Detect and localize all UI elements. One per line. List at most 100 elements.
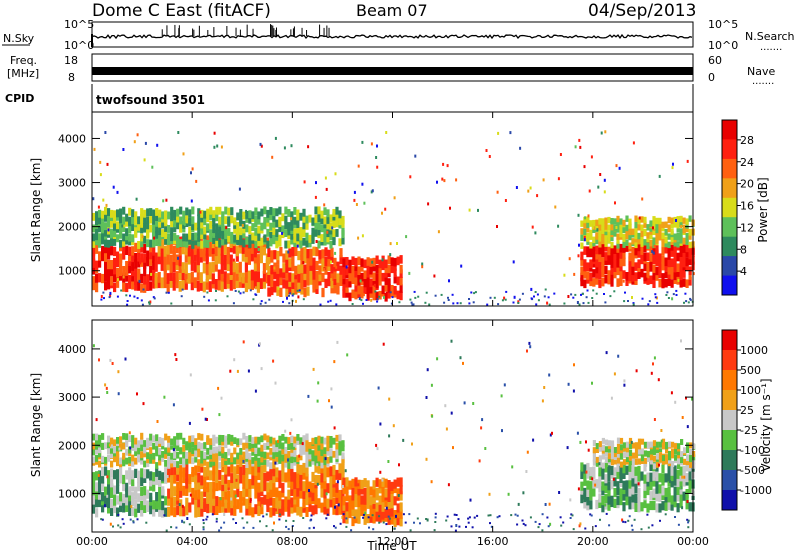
heatmap-cell [655, 272, 659, 281]
heatmap-cell [196, 280, 200, 292]
heatmap-cell [685, 249, 689, 258]
heatmap-speckle [117, 392, 120, 396]
heatmap-speckle [235, 478, 238, 482]
heatmap-cell [161, 501, 165, 511]
heatmap-speckle [544, 288, 547, 291]
heatmap-cell [299, 506, 303, 517]
heatmap-cell [342, 270, 346, 279]
heatmap-cell [604, 228, 608, 236]
heatmap-speckle [236, 369, 239, 373]
heatmap-cell [640, 453, 645, 460]
heatmap-cell [185, 233, 189, 242]
heatmap-cell [589, 229, 593, 237]
heatmap-cell [306, 264, 310, 274]
heatmap-speckle [653, 418, 656, 421]
heatmap-speckle [504, 199, 507, 202]
heatmap-cell [224, 498, 228, 509]
heatmap-cell [173, 436, 177, 443]
heatmap-cell [601, 242, 605, 251]
heatmap-cell [278, 498, 282, 509]
heatmap-cell [140, 214, 144, 222]
heatmap-cell [188, 226, 192, 235]
heatmap-cell [604, 252, 608, 261]
heatmap-cell [266, 471, 270, 482]
heatmap-cell [131, 266, 135, 277]
heatmap-cell [326, 221, 330, 230]
heatmap-speckle [252, 298, 255, 301]
heatmap-cell [321, 258, 325, 268]
heatmap-cell [266, 209, 270, 218]
heatmap-cell [182, 460, 186, 468]
heatmap-cell [332, 498, 336, 508]
heatmap-speckle [456, 302, 459, 305]
heatmap-cell [262, 277, 266, 289]
heatmap-speckle [648, 300, 651, 303]
heatmap-speckle [188, 523, 191, 526]
heatmap-speckle [659, 519, 661, 522]
heatmap-speckle [389, 242, 392, 246]
heatmap-cell [122, 224, 126, 232]
heatmap-cell [200, 433, 204, 441]
heatmap-cell [679, 279, 683, 288]
heatmap-cell [101, 221, 105, 230]
heatmap-cell [122, 238, 126, 247]
heatmap-cell [667, 233, 671, 240]
heatmap-cell [610, 259, 614, 268]
heatmap-cell [342, 477, 346, 487]
heatmap-cell [164, 210, 168, 219]
heatmap-cell [586, 262, 590, 271]
heatmap-cell [250, 243, 254, 254]
heatmap-speckle [303, 180, 306, 184]
heatmap-cell [92, 504, 96, 514]
heatmap-speckle [246, 521, 249, 524]
heatmap-cell [227, 479, 231, 490]
heatmap-speckle [258, 342, 261, 346]
colorbar-segment [722, 490, 737, 511]
heatmap-cell [140, 507, 144, 517]
heatmap-speckle [315, 240, 318, 243]
heatmap-cell [278, 470, 282, 481]
heatmap-speckle [445, 519, 448, 522]
heatmap-cell [652, 246, 656, 255]
heatmap-cell [143, 253, 147, 263]
colorbar-segment [722, 236, 737, 257]
heatmap-cell [652, 237, 656, 244]
heatmap-cell [339, 248, 343, 258]
heatmap-cell [317, 463, 321, 474]
heatmap-speckle [393, 196, 396, 200]
heatmap-cell [378, 484, 382, 494]
colorbar-segment [722, 330, 737, 351]
heatmap-cell [170, 496, 174, 507]
heatmap-cell [351, 273, 355, 282]
heatmap-cell [92, 276, 96, 286]
heatmap-cell [616, 462, 620, 472]
heatmap-speckle [530, 287, 533, 291]
heatmap-cell [589, 277, 593, 287]
heatmap-speckle [388, 434, 391, 438]
heatmap-speckle [264, 301, 267, 304]
heatmap-cell [643, 228, 647, 236]
heatmap-cell [324, 256, 328, 267]
heatmap-cell [182, 473, 186, 484]
heatmap-cell [251, 449, 255, 456]
heatmap-cell [665, 454, 669, 461]
heatmap-cell [191, 466, 195, 477]
heatmap-cell [158, 227, 162, 236]
nave-tick-high: 60 [708, 54, 722, 67]
heatmap-cell [622, 452, 627, 459]
heatmap-cell [336, 273, 340, 283]
heatmap-speckle [205, 518, 208, 521]
heatmap-cell [616, 437, 621, 444]
heatmap-cell [664, 263, 668, 272]
heatmap-cell [212, 451, 216, 459]
heatmap-cell [338, 434, 342, 442]
heatmap-cell [205, 279, 209, 290]
heatmap-cell [248, 457, 252, 465]
heatmap-cell [169, 270, 173, 281]
heatmap-cell [305, 473, 309, 484]
heatmap-cell [272, 437, 276, 445]
heatmap-cell [285, 250, 289, 260]
heatmap-cell [637, 503, 641, 513]
heatmap-cell [583, 228, 587, 236]
